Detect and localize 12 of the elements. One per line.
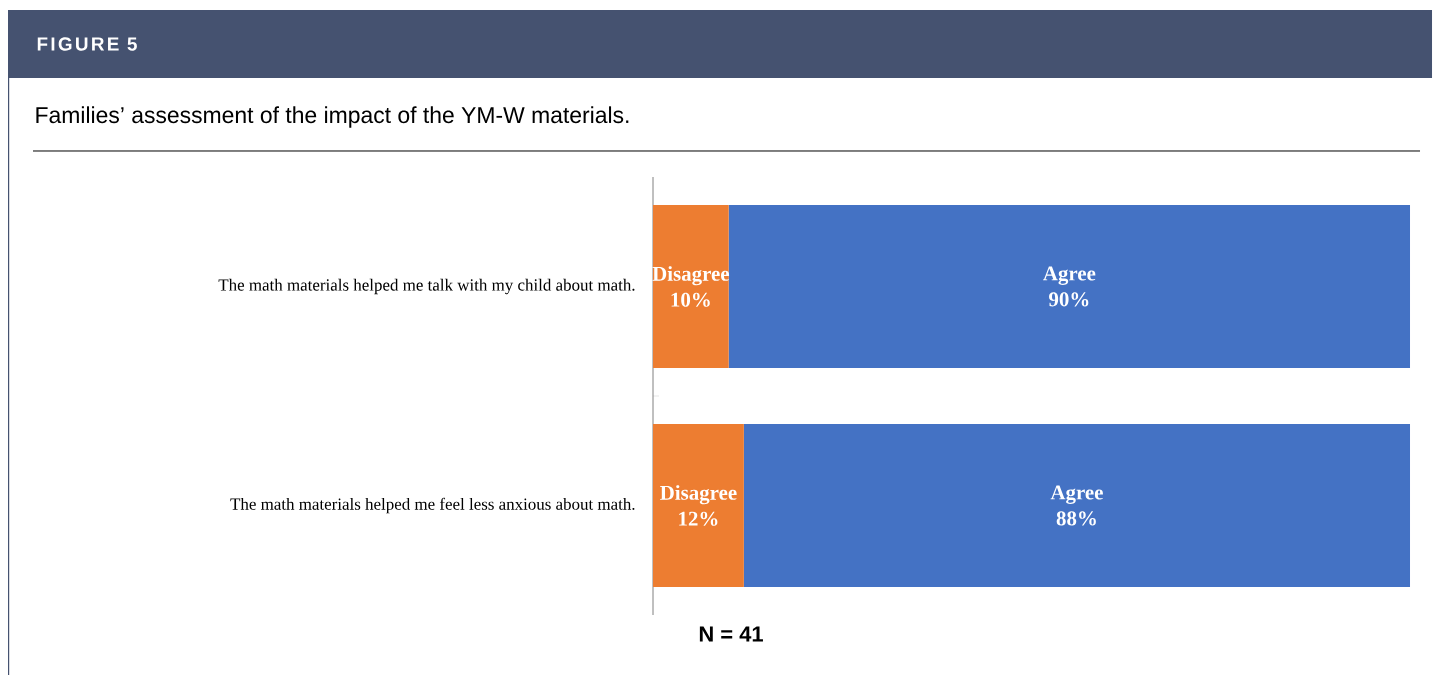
- y-tick-label: The math materials helped me feel less anxious about math.: [230, 497, 635, 514]
- text: Disagree: [660, 485, 737, 505]
- text: Agree: [1043, 266, 1096, 285]
- data-label: 12%: [679, 511, 718, 526]
- text: N = 41: [699, 626, 763, 642]
- text: Families’ assessment of the impact of the YM-W materials.: [36, 106, 629, 128]
- data-label: 10%: [671, 292, 710, 307]
- data-label: 88%: [1056, 511, 1096, 526]
- data-label: 90%: [1049, 292, 1089, 307]
- y-tick-label: The math materials helped me talk with my child about math.: [218, 278, 635, 295]
- text: FIGURE 5: [37, 37, 137, 51]
- series-label: Agree: [1050, 485, 1103, 504]
